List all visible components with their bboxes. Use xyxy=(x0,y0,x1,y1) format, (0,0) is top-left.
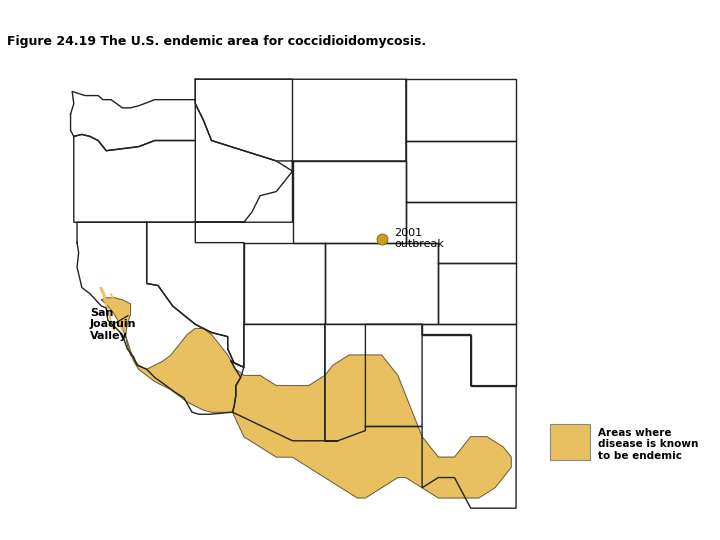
Polygon shape xyxy=(438,263,516,325)
Polygon shape xyxy=(195,79,406,171)
Text: Areas where
disease is known
to be endemic: Areas where disease is known to be endem… xyxy=(598,428,698,461)
Polygon shape xyxy=(406,140,516,202)
Point xyxy=(376,234,387,243)
Polygon shape xyxy=(147,222,244,367)
Bar xyxy=(550,424,590,460)
Polygon shape xyxy=(99,288,114,330)
Polygon shape xyxy=(406,79,516,140)
Text: Figure 24.19 The U.S. endemic area for coccidioidomycosis.: Figure 24.19 The U.S. endemic area for c… xyxy=(7,35,426,48)
Polygon shape xyxy=(325,325,422,441)
Polygon shape xyxy=(406,202,516,263)
Polygon shape xyxy=(73,134,195,222)
Polygon shape xyxy=(231,325,338,441)
Polygon shape xyxy=(422,325,516,386)
Polygon shape xyxy=(292,161,406,242)
Polygon shape xyxy=(365,325,516,508)
Polygon shape xyxy=(77,222,244,414)
Polygon shape xyxy=(102,298,511,498)
Polygon shape xyxy=(244,242,325,325)
Polygon shape xyxy=(325,242,438,325)
Polygon shape xyxy=(111,294,122,330)
Polygon shape xyxy=(71,91,195,151)
Text: 2001
outbreak: 2001 outbreak xyxy=(395,228,444,249)
Text: San
Joaquin
Valley: San Joaquin Valley xyxy=(90,308,137,341)
Polygon shape xyxy=(195,79,292,222)
